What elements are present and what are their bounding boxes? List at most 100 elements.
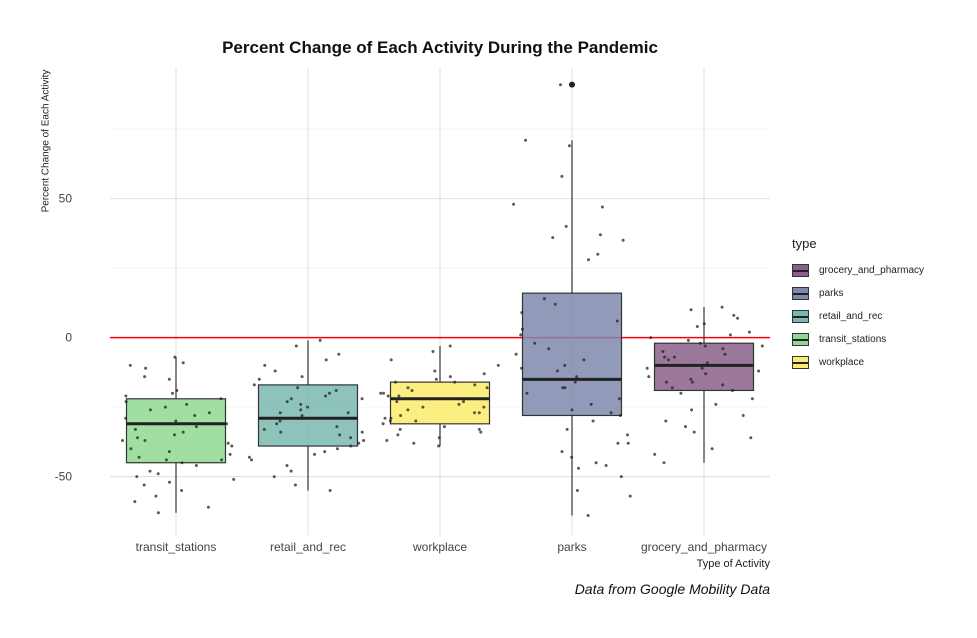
data-point — [334, 389, 338, 392]
data-point — [396, 433, 400, 437]
data-point — [689, 377, 693, 381]
data-point — [533, 341, 537, 345]
legend-items: grocery_and_pharmacy parks retail_and_rec t… — [792, 259, 924, 374]
data-point — [692, 430, 696, 434]
legend-item: transit_stations — [792, 328, 924, 351]
data-point — [690, 380, 694, 384]
data-point — [388, 419, 392, 423]
data-point — [382, 391, 385, 395]
data-point — [296, 386, 300, 390]
data-point — [520, 311, 524, 315]
data-point — [154, 494, 158, 498]
data-point — [666, 358, 670, 362]
data-point — [289, 469, 293, 473]
data-point — [594, 461, 598, 465]
data-point — [619, 475, 623, 479]
data-point — [482, 405, 486, 409]
data-point — [670, 386, 674, 390]
data-point — [129, 447, 133, 451]
data-point — [615, 319, 619, 323]
data-point — [379, 391, 383, 395]
data-point — [406, 408, 410, 412]
x-tick-label: grocery_and_pharmacy — [641, 540, 767, 554]
data-point — [398, 427, 402, 431]
data-point — [618, 414, 622, 417]
y-tick-label: -50 — [55, 470, 73, 484]
jitter-points — [121, 83, 764, 517]
data-point — [207, 411, 211, 415]
data-point — [649, 336, 653, 340]
data-point — [684, 425, 687, 429]
data-point — [262, 427, 266, 431]
data-point — [128, 363, 132, 367]
data-point — [473, 383, 477, 387]
data-point — [700, 366, 704, 370]
data-point — [690, 408, 694, 412]
data-point — [462, 400, 465, 404]
data-point — [749, 436, 753, 440]
data-point — [300, 414, 304, 417]
boxplots — [125, 81, 755, 516]
data-point — [686, 338, 690, 342]
data-point — [598, 233, 602, 237]
data-point — [232, 477, 236, 481]
data-point — [647, 375, 651, 379]
data-point — [175, 389, 179, 392]
data-point — [247, 455, 251, 459]
data-point — [587, 258, 590, 262]
data-point — [194, 464, 198, 467]
data-point — [360, 430, 364, 434]
box-workplace — [389, 381, 491, 425]
data-point — [395, 400, 399, 404]
data-point — [695, 325, 699, 328]
data-point — [714, 402, 718, 406]
data-point — [173, 355, 177, 359]
legend-label: transit_stations — [819, 334, 887, 345]
data-point — [520, 327, 524, 331]
data-point — [163, 405, 167, 409]
data-point — [514, 352, 518, 356]
data-point — [741, 414, 745, 417]
legend-label: workplace — [819, 357, 865, 368]
data-point — [720, 305, 724, 309]
data-point — [180, 489, 184, 492]
data-point — [135, 475, 139, 479]
data-point — [289, 397, 293, 401]
data-point — [275, 422, 279, 426]
data-point — [448, 344, 452, 348]
data-point — [433, 369, 437, 373]
data-point — [575, 489, 579, 492]
legend-key — [792, 310, 809, 323]
chart-caption: Data from Google Mobility Data — [574, 581, 770, 597]
data-point — [596, 252, 600, 256]
data-point — [328, 391, 331, 395]
data-point — [143, 439, 147, 442]
legend-item: parks — [792, 282, 924, 305]
data-point — [591, 419, 595, 423]
data-point — [723, 352, 727, 356]
data-point — [173, 433, 176, 437]
data-point — [337, 352, 341, 356]
data-point — [559, 83, 562, 87]
x-tick-label: workplace — [412, 540, 467, 554]
legend-key — [792, 356, 809, 369]
data-point — [148, 408, 152, 412]
x-axis-label: Type of Activity — [696, 558, 770, 570]
data-point — [124, 394, 128, 398]
data-point — [185, 402, 189, 406]
data-point — [323, 450, 327, 454]
data-point — [164, 458, 168, 462]
data-point — [736, 316, 740, 320]
data-point — [661, 350, 665, 353]
data-point — [645, 366, 649, 370]
data-point — [299, 416, 303, 420]
legend-label: parks — [819, 288, 844, 299]
x-tick-label: retail_and_rec — [270, 540, 346, 554]
data-point — [442, 425, 446, 429]
data-point — [421, 405, 425, 409]
data-point — [299, 408, 303, 412]
data-point — [252, 383, 256, 387]
data-point — [360, 397, 364, 401]
data-point — [263, 363, 267, 367]
data-point — [397, 394, 401, 398]
